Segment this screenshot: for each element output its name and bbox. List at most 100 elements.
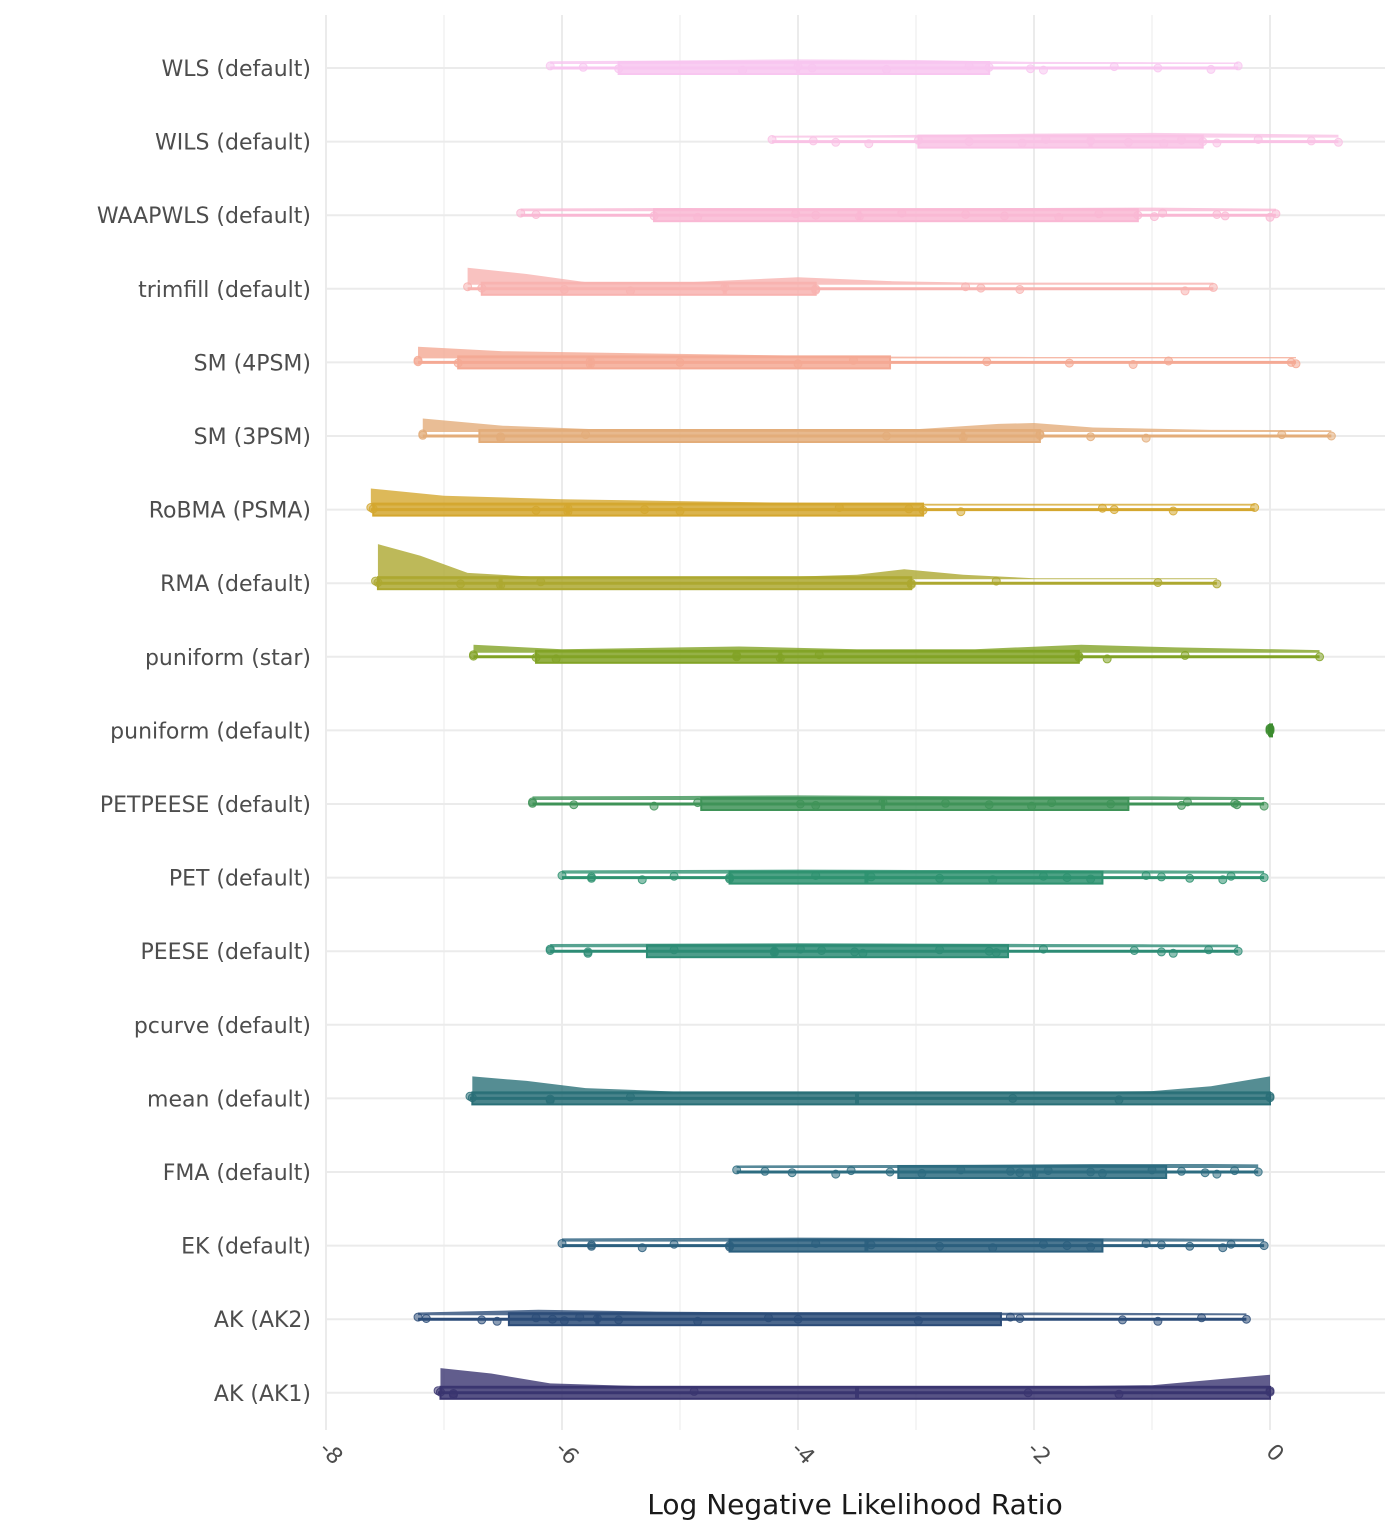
data-point (373, 578, 383, 587)
data-point (1038, 944, 1048, 954)
y-tick-label: AK (AK2) (214, 1308, 311, 1333)
data-point (569, 800, 579, 810)
data-point (536, 577, 546, 587)
data-point (935, 1241, 945, 1251)
data-point (528, 798, 537, 808)
data-point (1220, 211, 1230, 221)
data-point (1218, 1243, 1228, 1253)
data-point (991, 576, 1001, 586)
data-point (1047, 798, 1057, 808)
data-point (1182, 797, 1192, 807)
data-point (1025, 64, 1035, 74)
y-tick-label: puniform (star) (145, 646, 311, 671)
data-point (935, 945, 945, 955)
data-point (1326, 431, 1336, 441)
data-point (585, 356, 595, 366)
x-tick-label: -8 (314, 1437, 347, 1470)
data-point (1062, 873, 1072, 883)
data-point (882, 64, 891, 74)
data-point (984, 946, 994, 956)
data-point (453, 358, 463, 368)
data-point (368, 504, 378, 514)
data-point (1062, 1241, 1072, 1251)
data-point (531, 653, 541, 662)
data-point (469, 651, 478, 661)
data-point (760, 1166, 770, 1176)
data-point (1029, 1169, 1039, 1179)
data-point (496, 433, 506, 443)
data-point (1027, 801, 1037, 811)
data-point (1197, 1313, 1207, 1323)
data-point (864, 139, 874, 149)
data-point (640, 505, 650, 515)
data-point (456, 579, 466, 589)
data-point (904, 504, 914, 514)
density-cloud (370, 488, 1255, 506)
data-point (1102, 654, 1112, 664)
data-point (669, 871, 679, 881)
x-tick-label: -6 (550, 1437, 583, 1470)
data-point (1054, 212, 1064, 222)
data-point (413, 1312, 423, 1322)
data-point (918, 505, 928, 515)
data-point (1164, 356, 1174, 366)
data-point (1064, 358, 1074, 368)
data-point (1180, 650, 1190, 660)
data-point (917, 1168, 927, 1178)
data-point (1041, 135, 1051, 144)
data-point (1265, 726, 1275, 736)
data-point (913, 1316, 923, 1326)
data-point (1086, 1242, 1096, 1252)
y-tick-label: PEESE (default) (141, 940, 312, 965)
data-point (689, 1386, 699, 1396)
data-point (878, 797, 888, 807)
data-point (1109, 62, 1119, 72)
data-point (1212, 210, 1222, 219)
data-point (906, 580, 916, 590)
data-point (1017, 138, 1027, 148)
data-point (545, 1096, 555, 1105)
data-point (858, 948, 868, 958)
data-point (1212, 138, 1222, 148)
data-point (496, 580, 506, 590)
data-point (1149, 212, 1159, 222)
data-point (1114, 1095, 1124, 1105)
data-point (592, 1314, 602, 1323)
data-point (848, 355, 858, 365)
x-axis-ticks: -8 -6 -4 -2 0 (314, 1437, 1288, 1470)
density-cloud (440, 1368, 1271, 1389)
data-point (1277, 430, 1287, 440)
data-point (725, 874, 735, 884)
data-point (793, 359, 803, 369)
data-point (732, 1165, 742, 1175)
data-point (1177, 1166, 1186, 1176)
data-point (467, 1093, 477, 1103)
data-point (1153, 1316, 1163, 1326)
data-point (1086, 432, 1096, 442)
data-point (557, 871, 567, 880)
data-point (988, 875, 998, 885)
data-point (793, 1314, 803, 1324)
data-point (1153, 63, 1163, 73)
data-point (1015, 1314, 1025, 1323)
data-point (793, 62, 803, 72)
data-point (435, 1387, 445, 1397)
y-tick-label: AK (AK1) (214, 1382, 311, 1407)
data-point (559, 285, 569, 294)
data-point (1158, 208, 1168, 218)
data-point (1253, 135, 1263, 144)
data-point (764, 1313, 773, 1323)
data-point (693, 1316, 703, 1326)
y-tick-label: mean (default) (147, 1087, 311, 1112)
data-point (1159, 139, 1169, 149)
data-point (1097, 1168, 1107, 1178)
box (507, 1312, 1002, 1327)
data-point (1265, 1387, 1275, 1397)
data-point (964, 61, 974, 71)
data-point (720, 282, 730, 292)
data-point (961, 282, 971, 292)
data-point (725, 1242, 735, 1252)
data-point (817, 946, 827, 955)
data-point (885, 1167, 895, 1177)
box (653, 208, 1139, 223)
